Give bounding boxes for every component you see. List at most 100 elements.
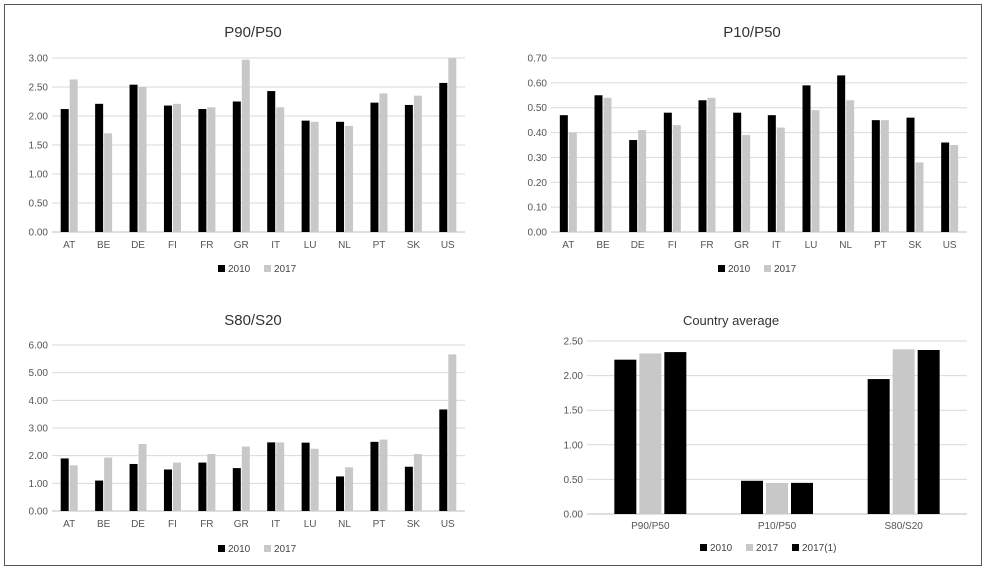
bar-2017-FR xyxy=(207,454,216,511)
y-tick-label: 0.00 xyxy=(528,228,548,239)
y-tick-label: 0.60 xyxy=(528,78,548,89)
bar-2017-GR xyxy=(241,446,250,511)
bar-2017-NL xyxy=(846,100,855,232)
legend-swatch xyxy=(218,265,225,272)
x-tick-label: SK xyxy=(407,519,421,530)
x-tick-label: PT xyxy=(373,519,386,530)
x-tick-label: BE xyxy=(596,240,610,251)
bar-2017-LU xyxy=(310,121,319,232)
bar-2010-SK xyxy=(404,104,413,232)
y-tick-label: 4.00 xyxy=(29,396,49,407)
y-tick-label: 3.00 xyxy=(29,424,49,435)
bar-2010-FR xyxy=(198,109,207,232)
x-tick-label: NL xyxy=(839,240,852,251)
x-tick-label: FI xyxy=(168,519,177,530)
bar-2017-P90/P50 xyxy=(639,353,662,514)
bar-2017(1)-S80/S20 xyxy=(917,349,940,514)
y-tick-label: 0.70 xyxy=(528,54,548,65)
bar-2010-FI xyxy=(163,105,172,232)
y-tick-label: 2.00 xyxy=(29,112,49,123)
y-tick-label: 0.50 xyxy=(564,475,584,486)
bar-2010-DE xyxy=(129,84,138,233)
chart-title: S80/S20 xyxy=(224,312,282,329)
bar-2017-DE xyxy=(138,87,147,232)
y-tick-label: 0.30 xyxy=(528,153,548,164)
legend-swatch xyxy=(264,545,271,552)
x-tick-label: DE xyxy=(131,519,145,530)
x-tick-label: FI xyxy=(168,240,177,251)
bar-2010-GR xyxy=(733,112,742,232)
bar-2010-PT xyxy=(370,441,379,511)
bar-2010-US xyxy=(941,142,950,232)
bar-2010-PT xyxy=(370,102,379,232)
bar-2017-FR xyxy=(207,107,216,232)
chart-title: P10/P50 xyxy=(723,24,781,41)
y-tick-label: 0.10 xyxy=(528,203,548,214)
x-tick-label: LU xyxy=(304,240,317,251)
legend-label: 2017 xyxy=(756,543,779,554)
bar-2010-FI xyxy=(663,112,672,232)
legend-swatch xyxy=(218,545,225,552)
legend-swatch xyxy=(718,265,725,272)
bar-2017-US xyxy=(950,145,959,232)
bar-2010-LU xyxy=(301,120,310,232)
bar-2017-GR xyxy=(241,59,250,232)
bar-2017-IT xyxy=(276,442,285,511)
bar-2010-BE xyxy=(95,103,104,232)
y-tick-label: 0.50 xyxy=(528,103,548,114)
bar-2017-BE xyxy=(104,457,113,511)
x-tick-label: FI xyxy=(668,240,677,251)
x-tick-label: BE xyxy=(97,240,111,251)
bar-2010-S80/S20 xyxy=(867,379,890,514)
bar-2017-PT xyxy=(880,120,889,232)
x-tick-label: BE xyxy=(97,519,111,530)
x-tick-label: FR xyxy=(200,240,213,251)
bar-2010-GR xyxy=(232,468,241,511)
bar-2017(1)-P10/P50 xyxy=(791,482,813,514)
bar-2010-FI xyxy=(163,469,172,511)
bar-2017-S80/S20 xyxy=(892,349,915,514)
bar-2017-IT xyxy=(776,127,785,232)
y-tick-label: 2.00 xyxy=(564,371,584,382)
x-tick-label: DE xyxy=(131,240,145,251)
bar-2010-FR xyxy=(198,462,207,511)
bar-2017-AT xyxy=(568,132,577,232)
bar-2017-FI xyxy=(672,125,681,232)
bar-2010-SK xyxy=(404,466,413,511)
bar-2010-IT xyxy=(267,442,276,511)
bar-2010-LU xyxy=(301,442,310,511)
x-tick-label: IT xyxy=(271,240,280,251)
y-tick-label: 1.00 xyxy=(29,479,49,490)
bar-2010-US xyxy=(439,82,448,232)
legend-label: 2017 xyxy=(774,264,797,275)
x-tick-label: GR xyxy=(234,240,249,251)
bar-2010-NL xyxy=(336,121,345,232)
x-tick-label: IT xyxy=(271,519,280,530)
legend-label: 2017(1) xyxy=(802,543,836,554)
x-tick-label: US xyxy=(441,519,455,530)
legend-label: 2017 xyxy=(274,264,297,275)
x-tick-label: SK xyxy=(407,240,421,251)
bar-2010-AT xyxy=(60,109,69,232)
x-tick-label: NL xyxy=(338,519,351,530)
bar-2017-AT xyxy=(69,79,78,233)
x-tick-label: US xyxy=(943,240,957,251)
legend-swatch xyxy=(792,544,799,551)
y-tick-label: 1.00 xyxy=(29,170,49,181)
bar-2010-AT xyxy=(60,458,69,511)
bar-2017-DE xyxy=(638,130,647,232)
legend-swatch xyxy=(700,544,707,551)
legend-label: 2010 xyxy=(710,543,733,554)
y-tick-label: 5.00 xyxy=(29,368,49,379)
y-tick-label: 6.00 xyxy=(29,341,49,352)
bar-2010-PT xyxy=(871,120,880,232)
y-tick-label: 1.00 xyxy=(564,440,584,451)
x-tick-label: PT xyxy=(373,240,386,251)
bar-2017-US xyxy=(448,58,457,232)
legend-label: 2010 xyxy=(728,264,751,275)
x-tick-label: P10/P50 xyxy=(758,521,797,532)
bar-2017-NL xyxy=(345,125,354,232)
bar-2010-IT xyxy=(767,115,776,232)
chart-3: Country average 0.00 0.50 1.00 1.50 2.00 2.50 P… xyxy=(564,313,967,554)
